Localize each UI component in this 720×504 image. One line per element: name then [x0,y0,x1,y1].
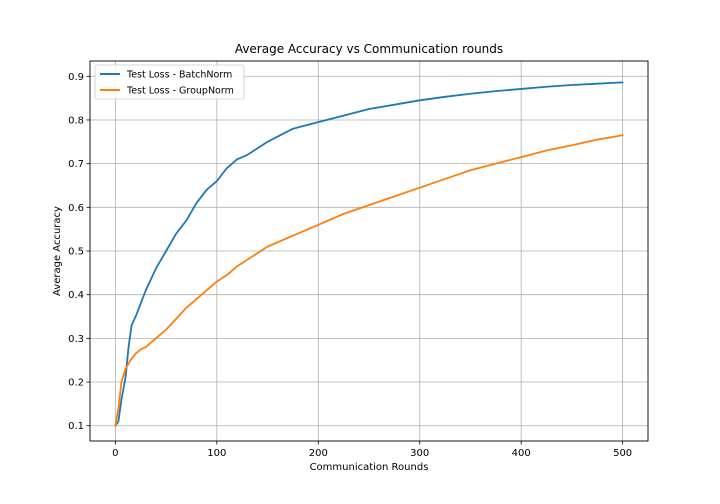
series-line-batchnorm [114,81,624,427]
y-tick-label: 0.5 [68,247,84,258]
y-tick-label: 0.4 [68,290,84,301]
series-line-groupnorm [114,134,624,427]
x-tick-label: 400 [512,448,531,459]
y-tick-label: 0.3 [68,334,84,345]
x-tick-label: 200 [309,448,328,459]
series-lines [114,81,624,427]
y-axis-label: Average Accuracy [52,206,63,296]
chart-title: Average Accuracy vs Communication rounds [235,42,503,56]
legend: Test Loss - BatchNorm Test Loss - GroupN… [94,64,245,100]
x-tick-label: 500 [613,448,632,459]
x-tick-label: 0 [112,448,118,459]
x-tick-label: 300 [410,448,429,459]
y-tick-label: 0.8 [68,115,84,126]
y-tick-label: 0.1 [68,421,84,432]
legend-label-batchnorm: Test Loss - BatchNorm [126,70,232,81]
legend-label-groupnorm: Test Loss - GroupNorm [126,86,234,97]
y-tick-label: 0.6 [68,203,84,214]
x-axis-label: Communication Rounds [310,462,429,473]
x-tick-label: 100 [207,448,226,459]
x-axis-ticks: 0 100 200 300 400 500 [112,441,632,459]
y-tick-label: 0.7 [68,159,84,170]
y-tick-label: 0.2 [68,378,84,389]
legend-box [94,64,245,100]
grid [90,61,648,441]
y-tick-label: 0.9 [68,72,84,83]
y-axis-ticks: 0.1 0.2 0.3 0.4 0.5 0.6 0.7 0.8 0.9 [68,72,90,432]
